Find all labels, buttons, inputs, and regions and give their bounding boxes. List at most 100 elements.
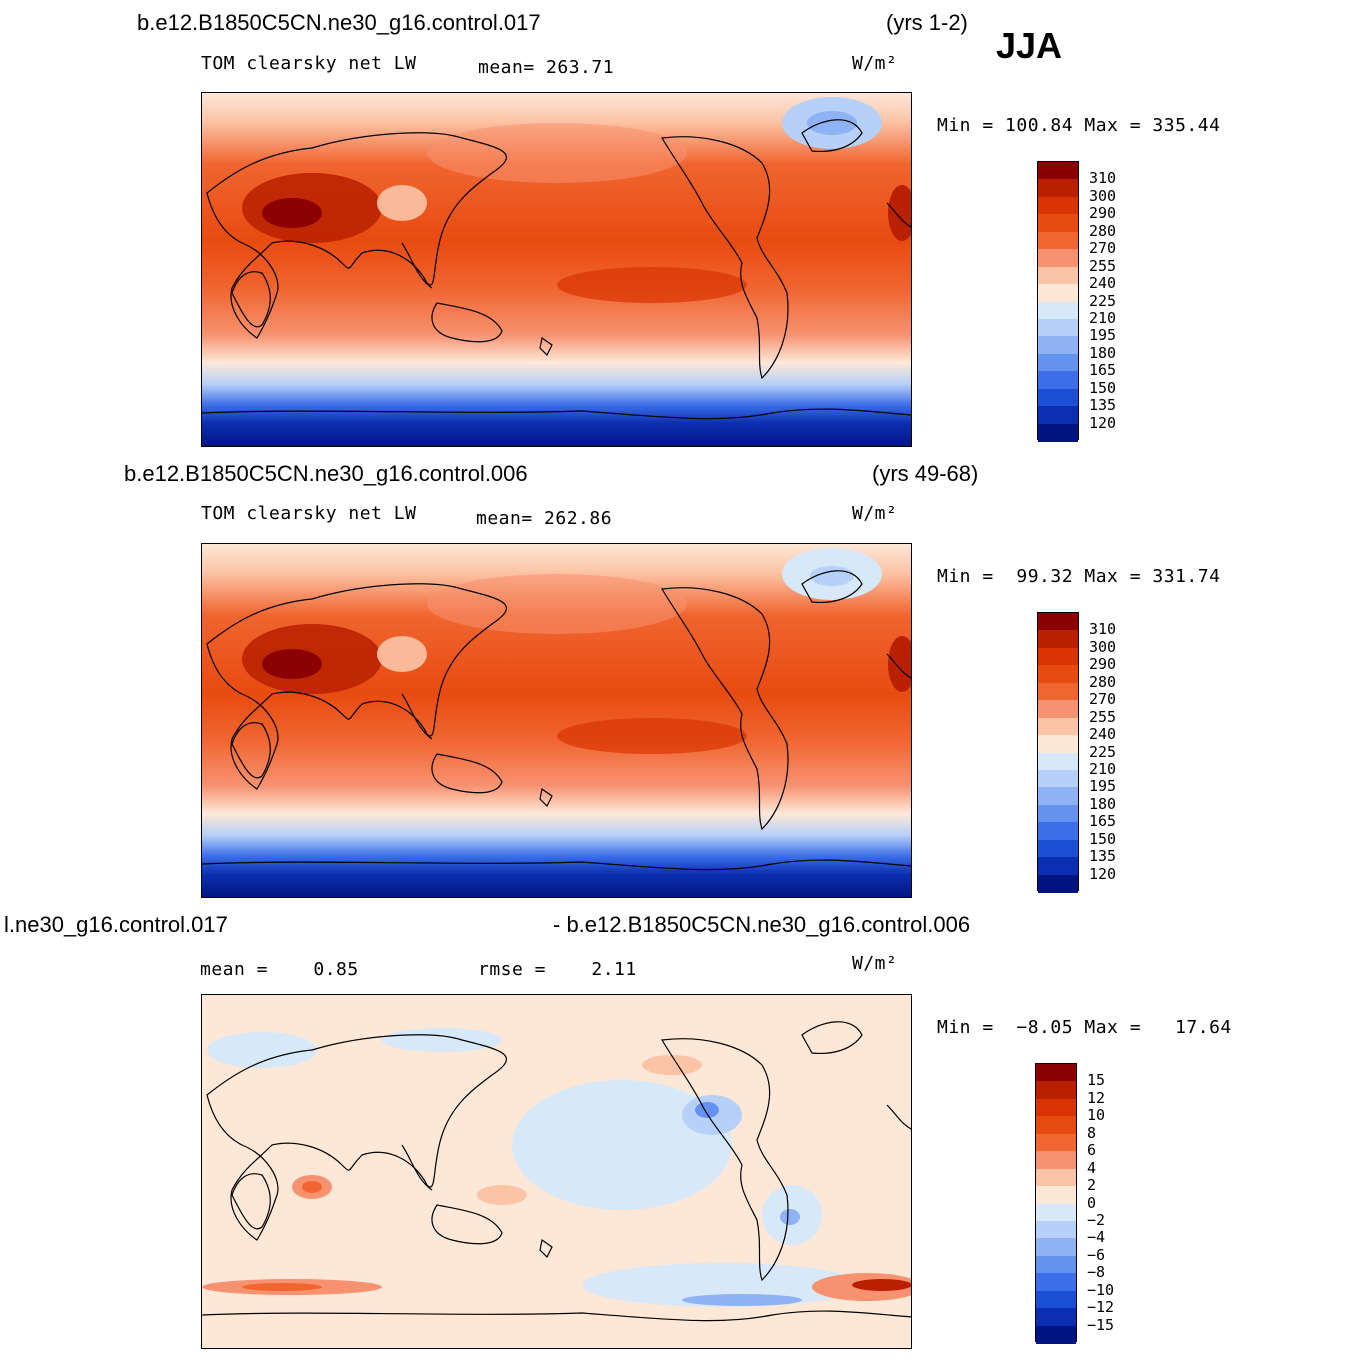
- colorbar-tick-label: 225: [1089, 291, 1117, 310]
- colorbar-swatch: [1038, 769, 1078, 788]
- colorbar-swatch: [1036, 1098, 1076, 1117]
- colorbar-swatch: [1036, 1168, 1076, 1187]
- colorbar-tick-label: 10: [1087, 1106, 1106, 1125]
- colorbar-swatch: [1038, 787, 1078, 806]
- season-label: JJA: [996, 25, 1063, 66]
- colorbar-swatch: [1038, 266, 1078, 285]
- colorbar-tick-label: 150: [1089, 378, 1117, 397]
- panel1-map-svg: [202, 93, 911, 446]
- colorbar-tick-label: 135: [1089, 396, 1117, 415]
- colorbar-swatch: [1038, 700, 1078, 719]
- panel3-minmax: Min = −8.05 Max = 17.64: [937, 1017, 1232, 1038]
- colorbar-tick-label: 8: [1087, 1123, 1097, 1142]
- colorbar-tick-label: 150: [1089, 829, 1117, 848]
- colorbar-tick-label: −10: [1087, 1280, 1115, 1299]
- colorbar-swatch: [1036, 1238, 1076, 1257]
- colorbar-swatch: [1038, 284, 1078, 302]
- colorbar-tick-label: 15: [1087, 1071, 1106, 1090]
- panel1-mean: mean= 263.71: [478, 57, 615, 78]
- colorbar-swatch: [1038, 423, 1078, 442]
- panel2-colorbar-box: [1037, 612, 1079, 893]
- panel3-map: [201, 994, 912, 1349]
- colorbar-tick-label: 195: [1089, 326, 1117, 345]
- colorbar-tick-label: 210: [1089, 759, 1117, 778]
- panel1-variable: TOM clearsky net LW: [201, 53, 417, 74]
- colorbar-swatch: [1038, 301, 1078, 320]
- colorbar-tick-label: 280: [1089, 672, 1117, 691]
- panel2-minmax: Min = 99.32 Max = 331.74: [937, 566, 1221, 587]
- colorbar-tick-label: 180: [1089, 343, 1117, 362]
- colorbar-swatch: [1036, 1081, 1076, 1100]
- colorbar-swatch: [1038, 196, 1078, 215]
- colorbar-tick-label: 225: [1089, 742, 1117, 761]
- panel1-years: (yrs 1-2): [886, 10, 968, 35]
- colorbar-swatch: [1038, 162, 1078, 180]
- panel1-units: W/m²: [852, 53, 898, 74]
- colorbar-tick-label: −4: [1087, 1228, 1106, 1247]
- colorbar-tick-label: 270: [1089, 690, 1117, 709]
- colorbar-swatch: [1036, 1273, 1076, 1292]
- colorbar-tick-label: 195: [1089, 777, 1117, 796]
- colorbar-tick-label: 6: [1087, 1141, 1097, 1160]
- colorbar-swatch: [1038, 318, 1078, 337]
- colorbar-swatch: [1038, 406, 1078, 425]
- colorbar-swatch: [1038, 804, 1078, 823]
- colorbar-swatch: [1038, 717, 1078, 736]
- colorbar-tick-label: 12: [1087, 1088, 1106, 1107]
- colorbar-swatch: [1036, 1203, 1076, 1222]
- colorbar-swatch: [1038, 874, 1078, 893]
- colorbar-tick-label: −15: [1087, 1315, 1115, 1334]
- colorbar-tick-label: 310: [1089, 169, 1117, 188]
- panel3-units: W/m²: [852, 953, 898, 974]
- panel2-units: W/m²: [852, 503, 898, 524]
- colorbar-swatch: [1038, 179, 1078, 198]
- colorbar-tick-label: 135: [1089, 847, 1117, 866]
- colorbar-swatch: [1038, 214, 1078, 233]
- colorbar-swatch: [1036, 1290, 1076, 1309]
- colorbar-swatch: [1036, 1133, 1076, 1152]
- panel3-case-left: l.ne30_g16.control.017: [4, 912, 228, 937]
- colorbar-tick-label: 290: [1089, 204, 1117, 223]
- colorbar-tick-label: 280: [1089, 221, 1117, 240]
- colorbar-tick-label: −2: [1087, 1210, 1106, 1229]
- colorbar-tick-label: 120: [1089, 864, 1117, 883]
- panel1-colorbar-box: [1037, 161, 1079, 442]
- colorbar-swatch: [1038, 682, 1078, 701]
- colorbar-swatch: [1036, 1151, 1076, 1170]
- colorbar-swatch: [1036, 1325, 1076, 1344]
- colorbar-tick-label: 210: [1089, 308, 1117, 327]
- colorbar-swatch: [1036, 1186, 1076, 1204]
- panel3-case-right: - b.e12.B1850C5CN.ne30_g16.control.006: [553, 912, 971, 937]
- colorbar-tick-label: 240: [1089, 725, 1117, 744]
- colorbar-swatch: [1038, 665, 1078, 684]
- colorbar-tick-label: 255: [1089, 256, 1117, 275]
- panel1-minmax: Min = 100.84 Max = 335.44: [937, 115, 1221, 136]
- panel3-mean: mean = 0.85: [200, 959, 359, 980]
- colorbar-tick-label: 2: [1087, 1176, 1097, 1195]
- panel2-mean: mean= 262.86: [476, 508, 613, 529]
- colorbar-tick-label: 310: [1089, 620, 1117, 639]
- colorbar-swatch: [1038, 735, 1078, 753]
- colorbar-tick-label: 240: [1089, 274, 1117, 293]
- colorbar-swatch: [1036, 1064, 1076, 1082]
- colorbar-swatch: [1038, 388, 1078, 407]
- colorbar-swatch: [1038, 630, 1078, 649]
- colorbar-swatch: [1038, 857, 1078, 876]
- colorbar-swatch: [1038, 647, 1078, 666]
- colorbar-tick-label: 120: [1089, 413, 1117, 432]
- panel3-rmse: rmse = 2.11: [478, 959, 637, 980]
- panel3-map-svg: [202, 995, 911, 1348]
- colorbar-swatch: [1038, 371, 1078, 390]
- colorbar-swatch: [1038, 249, 1078, 268]
- colorbar-swatch: [1038, 613, 1078, 631]
- colorbar-tick-label: 165: [1089, 361, 1117, 380]
- colorbar-swatch: [1038, 231, 1078, 250]
- colorbar-tick-label: 4: [1087, 1158, 1097, 1177]
- colorbar-tick-label: 0: [1087, 1193, 1097, 1212]
- panel2-case-title: b.e12.B1850C5CN.ne30_g16.control.006: [124, 461, 528, 486]
- colorbar-tick-label: 255: [1089, 707, 1117, 726]
- colorbar-tick-label: −6: [1087, 1245, 1106, 1264]
- colorbar-tick-label: 300: [1089, 186, 1117, 205]
- colorbar-tick-label: −8: [1087, 1263, 1106, 1282]
- colorbar-swatch: [1036, 1255, 1076, 1274]
